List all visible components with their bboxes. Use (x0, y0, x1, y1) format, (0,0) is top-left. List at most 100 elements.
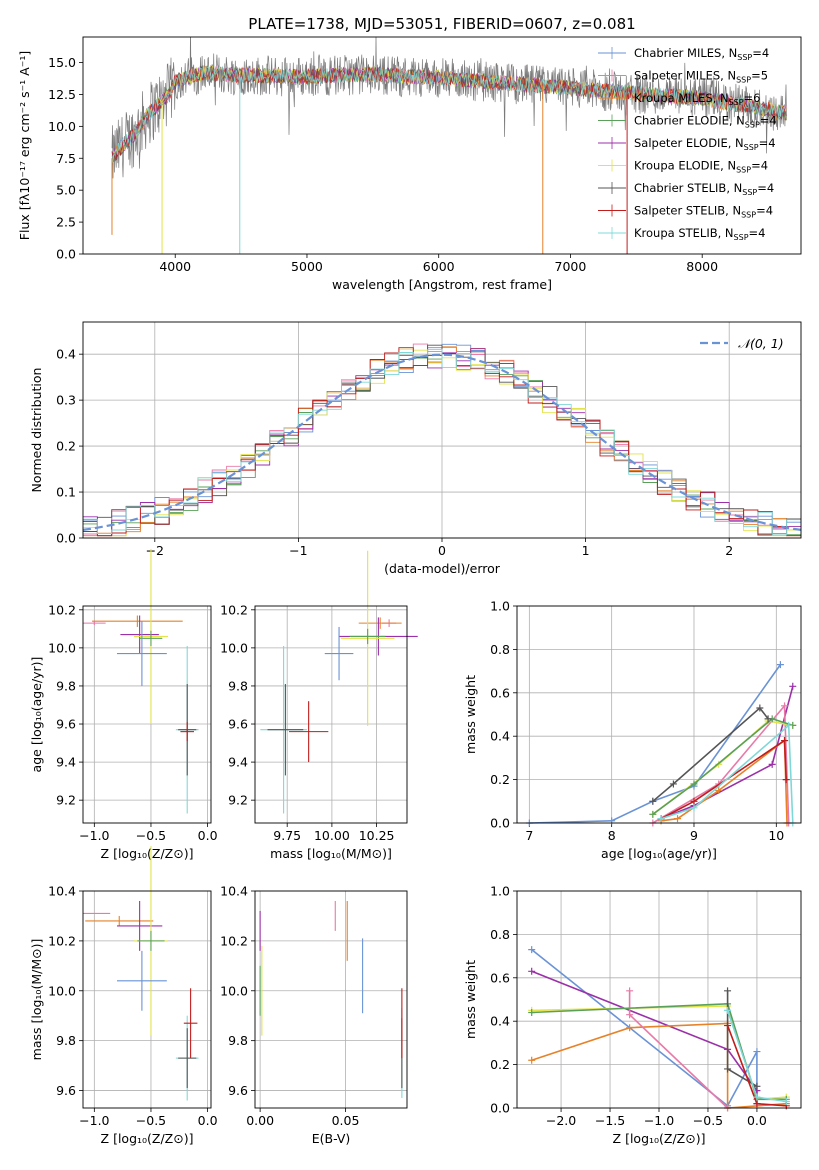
x-axis-label: Z [log₁₀(Z/Z⊙)] (101, 846, 194, 861)
mass-weight-marker (724, 1022, 732, 1030)
y-tick-label: 0.1 (56, 485, 76, 500)
y-tick-label: 0.8 (490, 642, 510, 657)
legend-text: Salpeter MILES, N (634, 69, 736, 83)
mass-weight-marker (753, 1082, 761, 1090)
legend-entry: Salpeter MILES, NSSP=5 (634, 69, 768, 85)
y-tick-label: 10.2 (220, 933, 248, 948)
mass-weight-marker (669, 780, 677, 788)
x-axis-label: wavelength [Angstrom, rest frame] (332, 277, 552, 292)
mass-weight-marker (528, 1056, 536, 1064)
axes-frame (82, 36, 802, 255)
mass-weight-marker (657, 815, 665, 823)
chart-title: PLATE=1738, MJD=53051, FIBERID=0607, z=0… (248, 15, 635, 33)
mass-weight-marker (753, 1048, 761, 1056)
y-tick-label: 0.4 (490, 729, 510, 744)
mass-weight-marker (626, 1024, 634, 1032)
mass-weight-marker (715, 786, 723, 794)
mass-weight-marker (782, 1097, 790, 1105)
legend-subscript: SSP (741, 211, 756, 220)
legend-tail: =6 (744, 91, 761, 105)
mass-weight-marker (674, 815, 682, 823)
y-tick-label: 9.4 (56, 755, 76, 770)
x-tick-label: 0.00 (246, 1113, 274, 1128)
y-tick-label: 10.0 (220, 983, 248, 998)
y-tick-label: 10.2 (220, 602, 248, 617)
legend-text: Chabrier STELIB, N (634, 181, 742, 195)
spectrum-lines (111, 37, 787, 254)
mass-weight-marker (776, 661, 784, 669)
y-tick-label: 9.8 (228, 1033, 248, 1048)
y-axis-label: age [log₁₀(age/yr)] (29, 657, 44, 773)
y-axis-label: mass weight (463, 960, 478, 1039)
y-tick-label: 2.5 (56, 215, 76, 230)
legend-tail: =4 (751, 159, 768, 173)
residuals-axes: −2 −1 0 1 2 0.0 0.1 0.2 0.3 0.4 (data-model)/error… (29, 322, 801, 576)
massweight-vs-z-axes: −2.0 −1.5 −1.0 −0.5 0.0 0.0 0.2 0.4 0.6 0.8 1.0 Z [… (463, 884, 801, 1146)
legend-tail: =4 (757, 181, 774, 195)
legend-tail: =4 (756, 204, 773, 218)
gaussian-curve (82, 353, 802, 531)
legend-subscript: SSP (736, 166, 751, 175)
x-tick-label: −1.0 (79, 1113, 109, 1128)
x-tick-label: 5000 (291, 259, 323, 274)
y-tick-label: 0.2 (490, 1057, 510, 1072)
y-tick-label: 7.5 (56, 151, 76, 166)
y-tick-label: 0.0 (490, 816, 510, 831)
x-tick-label: −1.0 (644, 1113, 674, 1128)
y-tick-label: 9.8 (56, 1033, 76, 1048)
model-spectrum-6 (111, 65, 787, 162)
legend-tail: =5 (751, 69, 768, 83)
y-tick-label: 10.0 (48, 640, 76, 655)
x-tick-label: 0.0 (198, 828, 218, 843)
axes-frame (82, 890, 212, 1109)
mass-weight-marker (753, 1100, 761, 1108)
x-axis-label: E(B-V) (312, 1131, 351, 1146)
legend-text: Chabrier MILES, N (634, 46, 737, 60)
x-tick-label: 0.0 (747, 1113, 767, 1128)
mass-weight-marker (782, 776, 790, 784)
legend-text: Kroupa ELODIE, N (634, 159, 736, 173)
x-tick-label: 9.75 (273, 828, 301, 843)
x-tick-label: 0 (438, 543, 446, 558)
y-tick-label: 5.0 (56, 183, 76, 198)
legend-text: Salpeter STELIB, N (634, 204, 741, 218)
mass-weight-marker (649, 810, 657, 818)
axes-frame (254, 605, 408, 824)
y-tick-label: 10.2 (48, 933, 76, 948)
y-axis-label: mass weight (463, 675, 478, 754)
spectrum-axes: 4000 5000 6000 7000 8000 0.0 2.5 5.0 7.5 10.0 12.5… (17, 15, 718, 292)
legend-subscript: SSP (736, 76, 751, 85)
mass-weight-line-7 (660, 739, 787, 820)
mass-vs-z-axes: −1.0 −0.5 0.0 9.6 9.8 10.0 10.2 10.4 Z [log₁₀(Z/… (29, 884, 218, 1147)
legend-entry: Chabrier STELIB, NSSP=4 (634, 181, 774, 197)
mass-weight-line-8 (660, 723, 794, 824)
mass-weight-marker (528, 1009, 536, 1017)
mass-weight-marker (528, 967, 536, 975)
x-tick-label: 6000 (423, 259, 455, 274)
x-tick-label: 2 (725, 543, 733, 558)
mass-weight-marker (626, 987, 634, 995)
y-tick-label: 0.4 (490, 1014, 510, 1029)
y-tick-label: 0.0 (490, 1101, 510, 1116)
x-tick-label: −0.5 (693, 1113, 723, 1128)
axes-frame (82, 605, 212, 824)
x-axis-label: mass [log₁₀(M/M⊙)] (270, 846, 392, 861)
mass-weight-marker (690, 804, 698, 812)
mass-weight-marker (690, 780, 698, 788)
x-tick-label: −1 (289, 543, 307, 558)
legend-entry: Kroupa STELIB, NSSP=4 (634, 226, 765, 242)
age-vs-z-axes: −1.0 −0.5 0.0 9.2 9.4 9.6 9.8 10.0 10.2 Z [log₁₀(… (29, 602, 218, 861)
legend-subscript: SSP (734, 233, 749, 242)
x-tick-label: 10.00 (314, 828, 350, 843)
legend-entry: Chabrier MILES, NSSP=4 (634, 46, 769, 62)
legend-entry: 𝒩(0, 1) (738, 336, 784, 351)
y-tick-label: 0.0 (56, 531, 76, 546)
x-tick-label: 7 (525, 828, 533, 843)
x-tick-label: −1.5 (595, 1113, 625, 1128)
y-tick-label: 10.0 (48, 983, 76, 998)
legend-subscript: SSP (744, 143, 759, 152)
y-tick-label: 9.6 (228, 1083, 248, 1098)
y-tick-label: 0.3 (56, 393, 76, 408)
y-tick-label: 0.4 (56, 347, 76, 362)
